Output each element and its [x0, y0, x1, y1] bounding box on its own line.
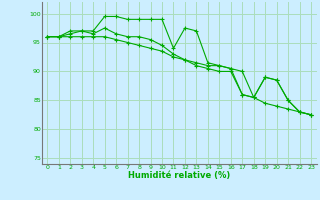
X-axis label: Humidité relative (%): Humidité relative (%) — [128, 171, 230, 180]
